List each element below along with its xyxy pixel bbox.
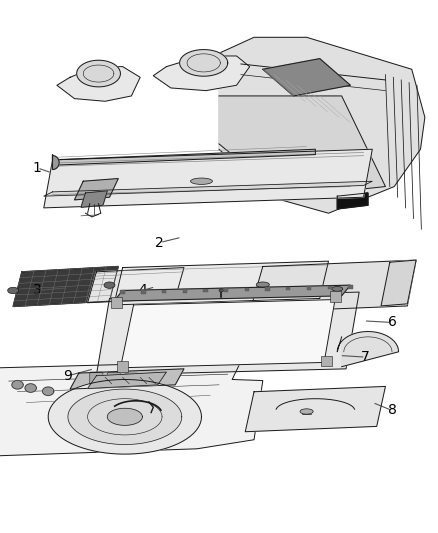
- Polygon shape: [96, 292, 359, 375]
- Polygon shape: [53, 155, 59, 169]
- Polygon shape: [81, 191, 107, 207]
- FancyBboxPatch shape: [107, 373, 120, 385]
- Ellipse shape: [256, 282, 269, 287]
- Polygon shape: [53, 149, 315, 165]
- Text: 8: 8: [388, 403, 396, 417]
- Bar: [141, 290, 145, 294]
- Polygon shape: [77, 60, 120, 87]
- Polygon shape: [107, 408, 142, 425]
- Text: 3: 3: [33, 284, 42, 297]
- Text: 4: 4: [138, 284, 147, 297]
- Polygon shape: [245, 386, 385, 432]
- Polygon shape: [219, 96, 385, 197]
- Bar: [265, 287, 270, 291]
- Polygon shape: [263, 59, 350, 96]
- Polygon shape: [0, 361, 263, 456]
- Polygon shape: [57, 67, 140, 101]
- Bar: [328, 286, 332, 289]
- Polygon shape: [70, 369, 184, 389]
- Polygon shape: [114, 285, 350, 301]
- Bar: [348, 285, 353, 289]
- Polygon shape: [180, 50, 228, 76]
- Ellipse shape: [219, 289, 223, 292]
- Ellipse shape: [104, 282, 115, 288]
- Text: 9: 9: [64, 369, 72, 383]
- Polygon shape: [114, 261, 328, 305]
- Polygon shape: [337, 193, 368, 209]
- Polygon shape: [337, 332, 399, 367]
- Text: 5: 5: [155, 316, 164, 329]
- Bar: [321, 356, 332, 366]
- Polygon shape: [88, 372, 166, 389]
- Bar: [224, 288, 228, 292]
- Bar: [110, 297, 122, 308]
- Text: 7: 7: [361, 350, 370, 364]
- Bar: [203, 288, 208, 292]
- Polygon shape: [44, 181, 372, 196]
- Bar: [183, 289, 187, 293]
- Polygon shape: [219, 37, 425, 213]
- Polygon shape: [120, 300, 335, 368]
- Ellipse shape: [300, 409, 313, 414]
- Polygon shape: [42, 387, 54, 395]
- Bar: [307, 286, 311, 290]
- Ellipse shape: [191, 178, 212, 184]
- Polygon shape: [88, 268, 184, 303]
- Polygon shape: [68, 389, 182, 445]
- Polygon shape: [44, 149, 372, 208]
- Ellipse shape: [7, 287, 18, 294]
- Text: 1: 1: [33, 161, 42, 175]
- Bar: [245, 288, 249, 292]
- Bar: [120, 290, 125, 294]
- Polygon shape: [381, 260, 416, 306]
- Bar: [162, 289, 166, 293]
- Text: 6: 6: [388, 316, 396, 329]
- Polygon shape: [48, 379, 201, 454]
- Polygon shape: [74, 179, 118, 200]
- Bar: [330, 291, 341, 302]
- Polygon shape: [153, 56, 250, 91]
- Bar: [286, 287, 290, 290]
- FancyBboxPatch shape: [125, 373, 138, 386]
- FancyBboxPatch shape: [90, 372, 103, 385]
- Polygon shape: [12, 381, 23, 389]
- Polygon shape: [250, 260, 416, 312]
- Text: 2: 2: [155, 236, 164, 249]
- Ellipse shape: [332, 287, 343, 291]
- Polygon shape: [25, 384, 36, 392]
- Bar: [117, 361, 128, 372]
- Polygon shape: [13, 266, 118, 306]
